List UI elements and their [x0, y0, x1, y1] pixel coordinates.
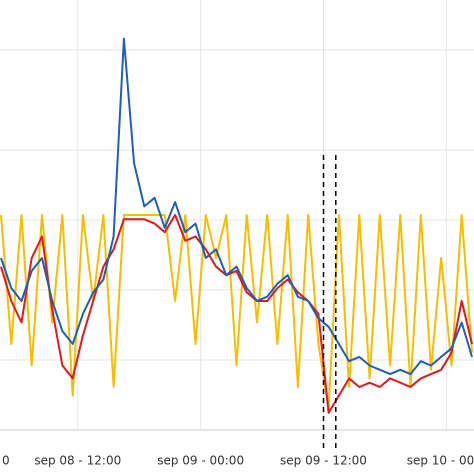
horizontal-grid [0, 49, 474, 361]
x-tick-label: sep 10 - 00:0 [407, 454, 474, 468]
series-line [0, 214, 473, 414]
x-tick-label: sep 08 - 12:00 [34, 454, 121, 468]
x-tick-label: 0 [2, 454, 10, 468]
series-line [0, 214, 473, 410]
x-tick-label: sep 09 - 12:00 [280, 454, 367, 468]
series-line [0, 37, 473, 376]
x-tick-label: sep 09 - 00:00 [157, 454, 244, 468]
